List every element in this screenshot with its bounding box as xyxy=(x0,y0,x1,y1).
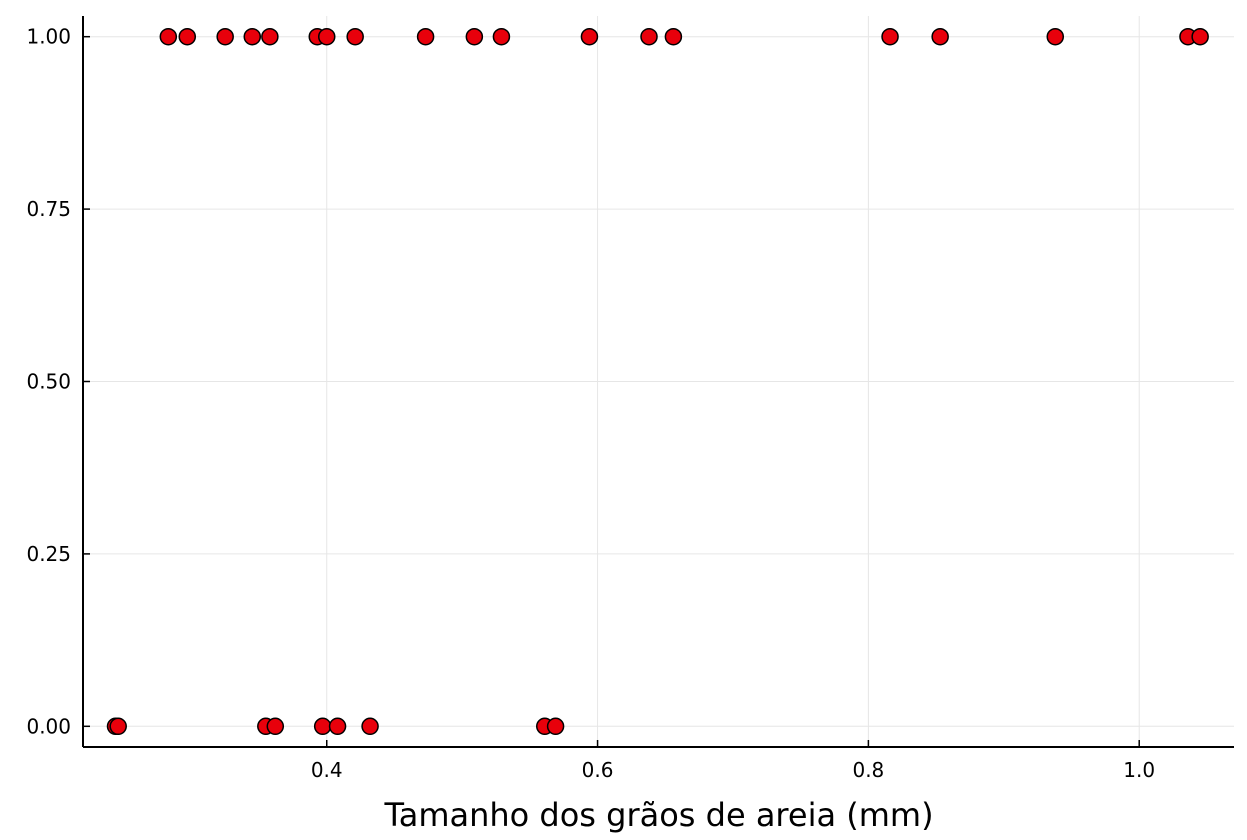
y-tick-label: 0.25 xyxy=(26,542,71,566)
data-point xyxy=(1046,27,1065,46)
data-point xyxy=(313,717,332,736)
y-tick-label: 0.50 xyxy=(26,370,71,394)
data-point xyxy=(346,27,364,46)
data-point xyxy=(546,717,565,736)
data-point xyxy=(159,27,178,46)
data-point xyxy=(261,27,279,46)
data-point xyxy=(317,27,336,46)
data-point xyxy=(931,27,949,46)
data-point xyxy=(216,27,234,46)
grid-lines xyxy=(83,16,1234,747)
data-point xyxy=(328,717,347,736)
data-point xyxy=(243,27,262,46)
tick-labels: 0.4 0.6 0.8 1.0 0.00 0.25 0.50 0.75 1.00 xyxy=(26,25,1155,782)
tick-marks xyxy=(83,35,1140,747)
data-point xyxy=(492,27,511,46)
data-point xyxy=(465,27,484,46)
x-axis-title: Tamanho dos grãos de areia (mm) xyxy=(383,796,933,834)
data-point xyxy=(266,717,285,736)
data-point xyxy=(881,27,899,46)
data-point xyxy=(640,27,658,46)
y-tick-label: 1.00 xyxy=(26,25,71,49)
data-points xyxy=(106,27,1209,736)
data-point xyxy=(361,717,379,736)
data-point xyxy=(109,717,127,736)
x-tick-label: 1.0 xyxy=(1123,758,1155,782)
x-tick-label: 0.8 xyxy=(852,758,884,782)
y-tick-label: 0.75 xyxy=(26,197,71,221)
data-point xyxy=(178,27,197,46)
x-tick-label: 0.4 xyxy=(311,758,343,782)
data-point xyxy=(1191,27,1209,46)
data-point xyxy=(664,27,683,46)
x-tick-label: 0.6 xyxy=(582,758,614,782)
data-point xyxy=(580,27,599,46)
y-tick-label: 0.00 xyxy=(26,714,71,738)
data-point xyxy=(416,27,435,46)
